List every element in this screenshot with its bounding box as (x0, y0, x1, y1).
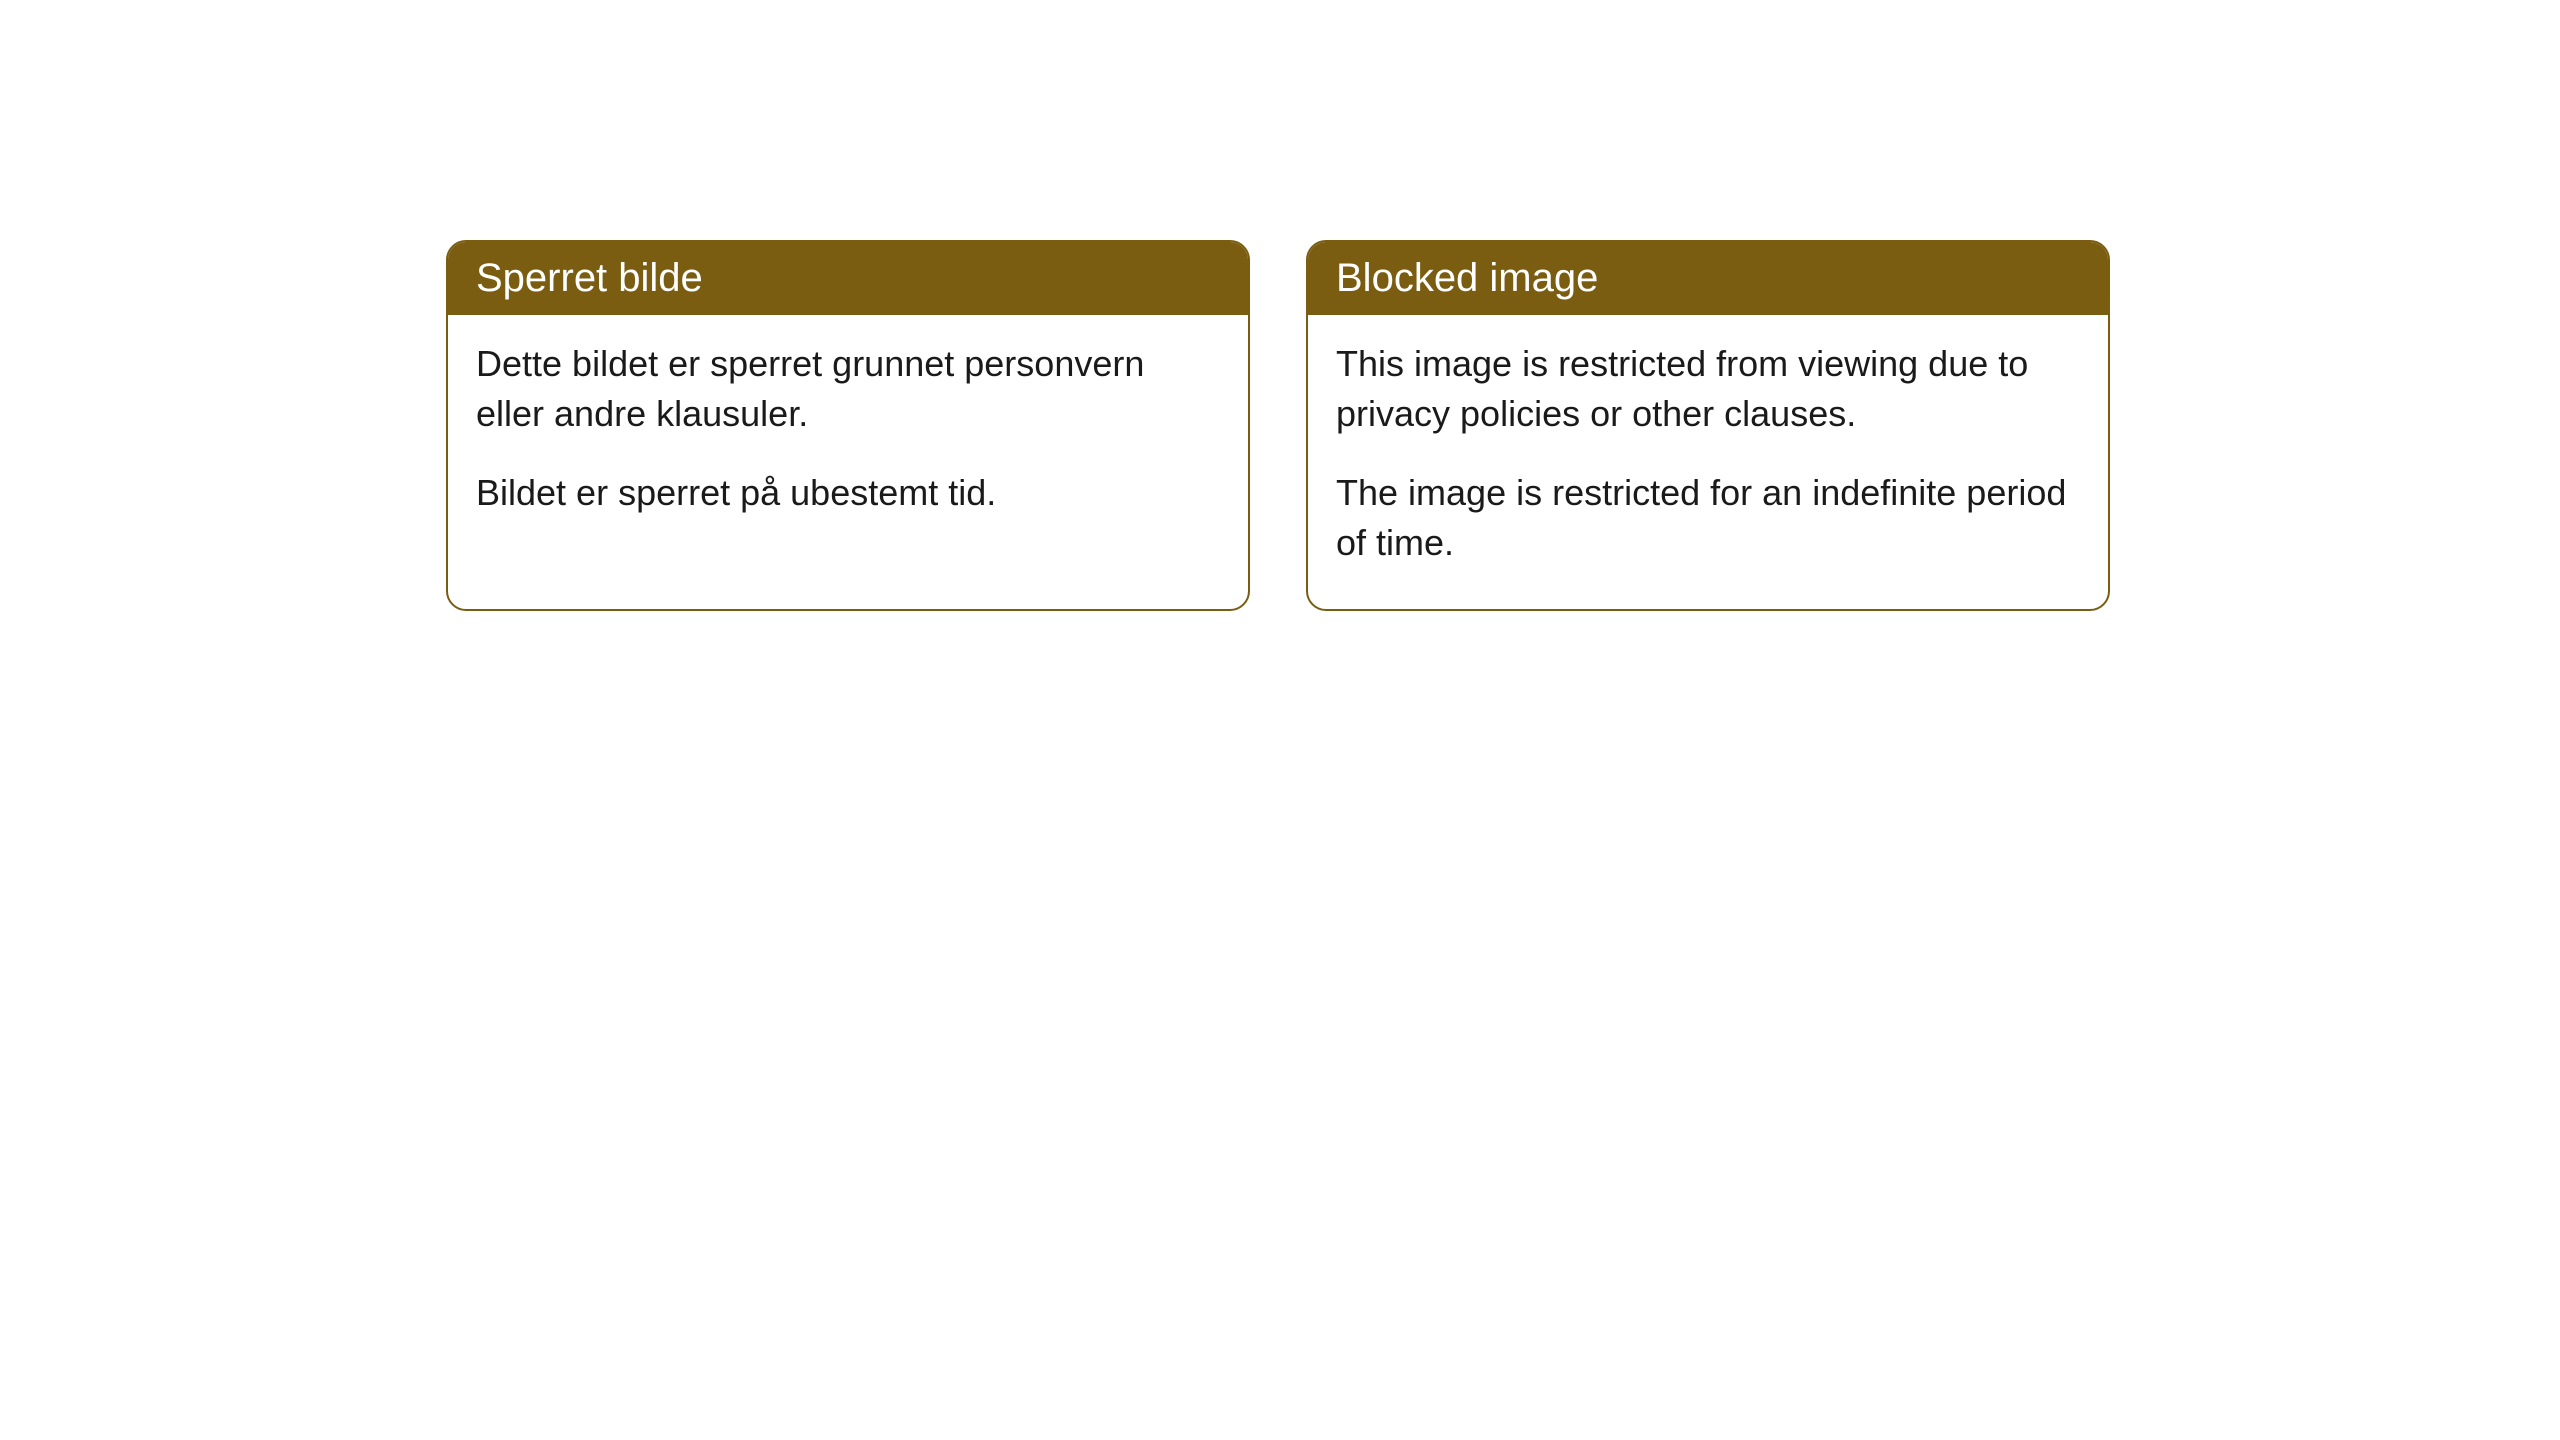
notice-card-english: Blocked image This image is restricted f… (1306, 240, 2110, 611)
notice-cards-container: Sperret bilde Dette bildet er sperret gr… (446, 240, 2560, 611)
card-header-norwegian: Sperret bilde (448, 242, 1248, 315)
card-paragraph: This image is restricted from viewing du… (1336, 339, 2080, 440)
card-paragraph: Bildet er sperret på ubestemt tid. (476, 468, 1220, 518)
card-title: Sperret bilde (476, 256, 703, 300)
card-paragraph: Dette bildet er sperret grunnet personve… (476, 339, 1220, 440)
notice-card-norwegian: Sperret bilde Dette bildet er sperret gr… (446, 240, 1250, 611)
card-header-english: Blocked image (1308, 242, 2108, 315)
card-title: Blocked image (1336, 256, 1598, 300)
card-body-norwegian: Dette bildet er sperret grunnet personve… (448, 315, 1248, 558)
card-body-english: This image is restricted from viewing du… (1308, 315, 2108, 609)
card-paragraph: The image is restricted for an indefinit… (1336, 468, 2080, 569)
